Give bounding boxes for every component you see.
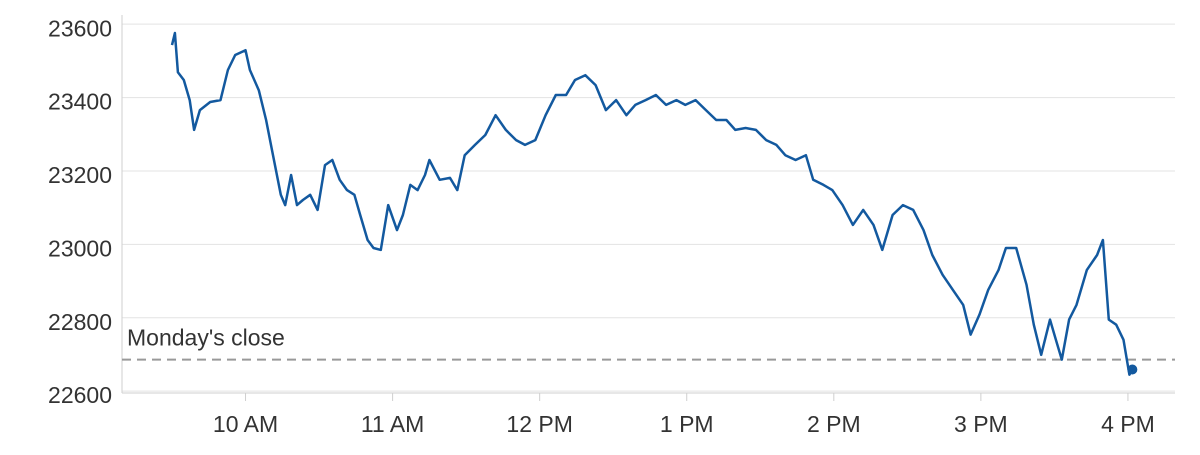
reference-label: Monday's close — [127, 325, 285, 351]
x-tick-label: 12 PM — [506, 411, 572, 437]
y-tick-label: 22800 — [48, 309, 112, 335]
x-tick-label: 1 PM — [660, 411, 714, 437]
end-point — [1127, 364, 1138, 375]
price-line — [170, 31, 1134, 376]
y-tick-label: 23200 — [48, 162, 112, 188]
x-tick-label: 11 AM — [361, 411, 425, 437]
x-tick-label: 3 PM — [954, 411, 1008, 437]
y-tick-label: 22600 — [48, 382, 112, 408]
x-tick-label: 2 PM — [807, 411, 861, 437]
x-tick-label: 4 PM — [1101, 411, 1155, 437]
y-tick-label: 23600 — [48, 15, 112, 41]
y-tick-label: 23000 — [48, 235, 112, 261]
x-tick-label: 10 AM — [213, 411, 278, 437]
y-tick-label: 23400 — [48, 89, 112, 115]
